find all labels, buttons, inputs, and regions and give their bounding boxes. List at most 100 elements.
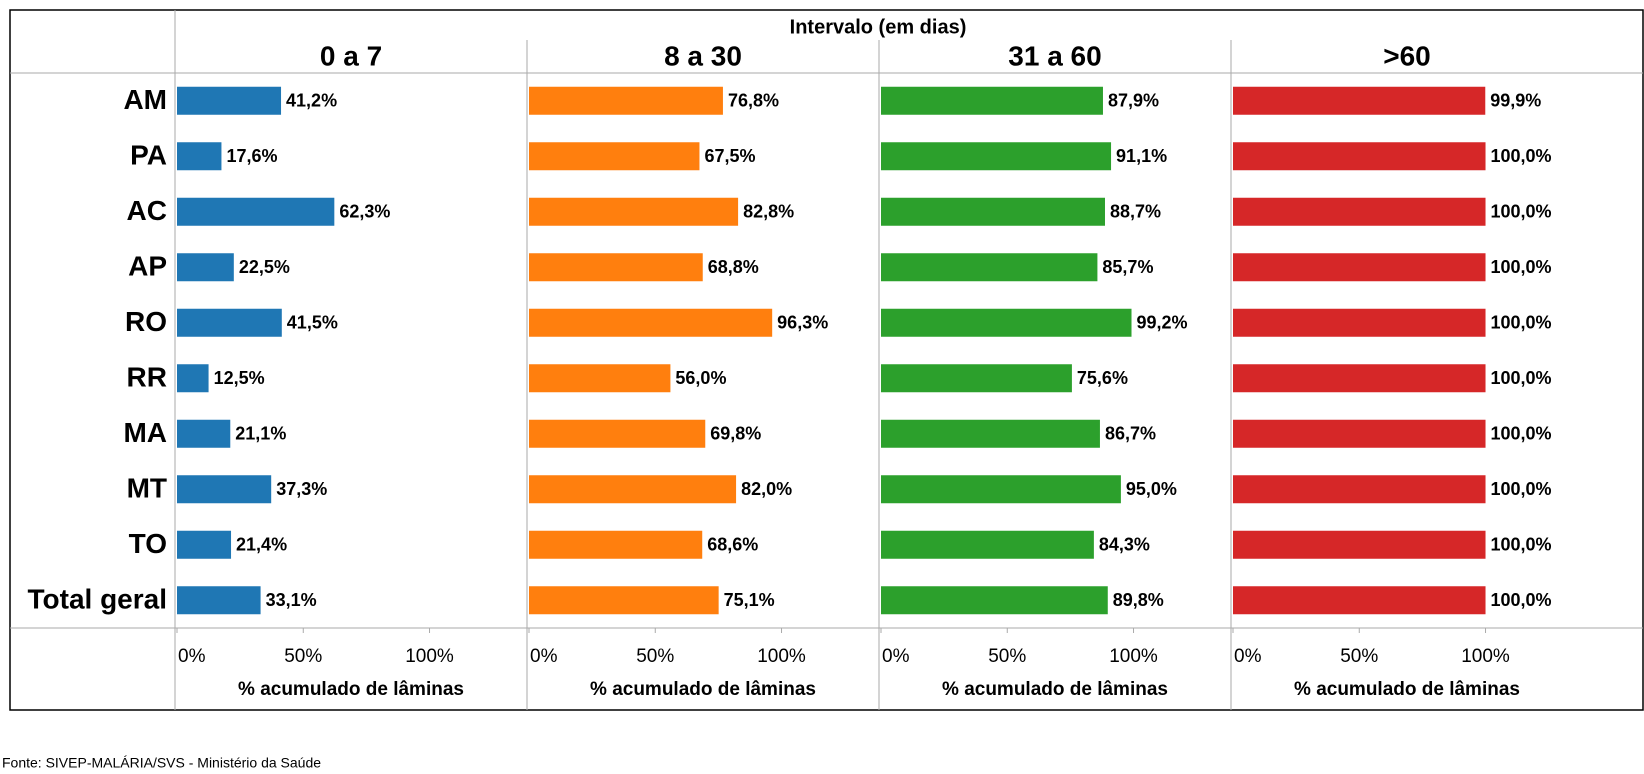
category-label: AP	[128, 251, 167, 282]
value-label: 33,1%	[266, 590, 317, 610]
bar	[1233, 586, 1486, 615]
x-axis-label: % acumulado de lâminas	[1294, 679, 1520, 700]
bar	[529, 197, 739, 226]
bar	[1233, 197, 1486, 226]
value-label: 21,1%	[235, 424, 286, 444]
value-label: 75,1%	[724, 590, 775, 610]
value-label: 76,8%	[728, 91, 779, 111]
bar	[1233, 253, 1486, 282]
bar	[881, 364, 1072, 393]
value-label: 21,4%	[236, 535, 287, 555]
value-label: 85,7%	[1102, 257, 1153, 277]
value-label: 12,5%	[214, 368, 265, 388]
bar	[1233, 308, 1486, 337]
x-tick-label: 0%	[178, 646, 206, 667]
value-label: 82,8%	[743, 202, 794, 222]
value-label: 91,1%	[1116, 146, 1167, 166]
panel-title: 8 a 30	[664, 40, 742, 71]
bar	[881, 419, 1100, 448]
value-label: 84,3%	[1099, 535, 1150, 555]
panel-title: 0 a 7	[320, 40, 382, 71]
category-label: TO	[129, 528, 167, 559]
bar	[881, 142, 1112, 171]
value-label: 56,0%	[675, 368, 726, 388]
value-label: 41,5%	[287, 313, 338, 333]
value-label: 22,5%	[239, 257, 290, 277]
value-label: 37,3%	[276, 479, 327, 499]
bar	[529, 475, 737, 504]
category-label: MT	[127, 473, 167, 504]
value-label: 100,0%	[1491, 590, 1552, 610]
value-label: 99,2%	[1137, 313, 1188, 333]
value-label: 75,6%	[1077, 368, 1128, 388]
bar	[177, 86, 282, 115]
category-label: Total geral	[27, 584, 167, 615]
x-tick-label: 100%	[1461, 646, 1510, 667]
value-label: 95,0%	[1126, 479, 1177, 499]
value-label: 88,7%	[1110, 202, 1161, 222]
x-tick-label: 100%	[1109, 646, 1158, 667]
bar	[881, 86, 1103, 115]
category-label: RR	[127, 362, 167, 393]
x-tick-label: 0%	[530, 646, 558, 667]
bar	[529, 86, 723, 115]
value-label: 100,0%	[1491, 313, 1552, 333]
category-label: AC	[127, 195, 167, 226]
x-tick-label: 50%	[284, 646, 322, 667]
bar	[177, 475, 272, 504]
bar	[1233, 419, 1486, 448]
bar	[881, 586, 1108, 615]
value-label: 67,5%	[704, 146, 755, 166]
x-axis-label: % acumulado de lâminas	[238, 679, 464, 700]
bar	[177, 586, 261, 615]
value-label: 68,6%	[707, 535, 758, 555]
bar	[177, 308, 282, 337]
frame	[9, 9, 1644, 711]
bar	[1233, 530, 1486, 559]
value-label: 100,0%	[1491, 202, 1552, 222]
bar	[881, 253, 1098, 282]
category-label: PA	[130, 140, 167, 171]
bar	[1233, 475, 1486, 504]
x-tick-label: 50%	[1340, 646, 1378, 667]
bar	[177, 364, 209, 393]
bar	[529, 586, 719, 615]
value-label: 100,0%	[1491, 535, 1552, 555]
value-label: 41,2%	[286, 91, 337, 111]
x-axis-label: % acumulado de lâminas	[942, 679, 1168, 700]
source: Fonte: SIVEP-MALÁRIA/SVS - Ministério da…	[2, 755, 321, 771]
bar	[529, 530, 703, 559]
x-tick-label: 100%	[405, 646, 454, 667]
bar	[1233, 364, 1486, 393]
x-tick-label: 50%	[988, 646, 1026, 667]
value-label: 17,6%	[226, 146, 277, 166]
bar	[529, 308, 773, 337]
value-label: 69,8%	[710, 424, 761, 444]
value-label: 82,0%	[741, 479, 792, 499]
value-label: 100,0%	[1491, 368, 1552, 388]
value-label: 89,8%	[1113, 590, 1164, 610]
bar	[529, 253, 703, 282]
bar	[177, 142, 222, 171]
value-label: 87,9%	[1108, 91, 1159, 111]
bar	[881, 530, 1094, 559]
value-label: 99,9%	[1490, 91, 1541, 111]
bar	[881, 475, 1121, 504]
value-label: 100,0%	[1491, 479, 1552, 499]
category-label: RO	[125, 306, 167, 337]
value-label: 62,3%	[339, 202, 390, 222]
panel-title: >60	[1383, 40, 1431, 71]
bar	[881, 197, 1105, 226]
bar	[1233, 142, 1486, 171]
category-label: MA	[123, 417, 167, 448]
chart-title: Intervalo (em dias)	[790, 16, 967, 38]
value-label: 100,0%	[1491, 146, 1552, 166]
value-label: 68,8%	[708, 257, 759, 277]
bar	[1233, 86, 1486, 115]
bar	[529, 142, 700, 171]
value-label: 100,0%	[1491, 424, 1552, 444]
bar	[177, 419, 231, 448]
panel-title: 31 a 60	[1008, 40, 1101, 71]
value-label: 100,0%	[1491, 257, 1552, 277]
